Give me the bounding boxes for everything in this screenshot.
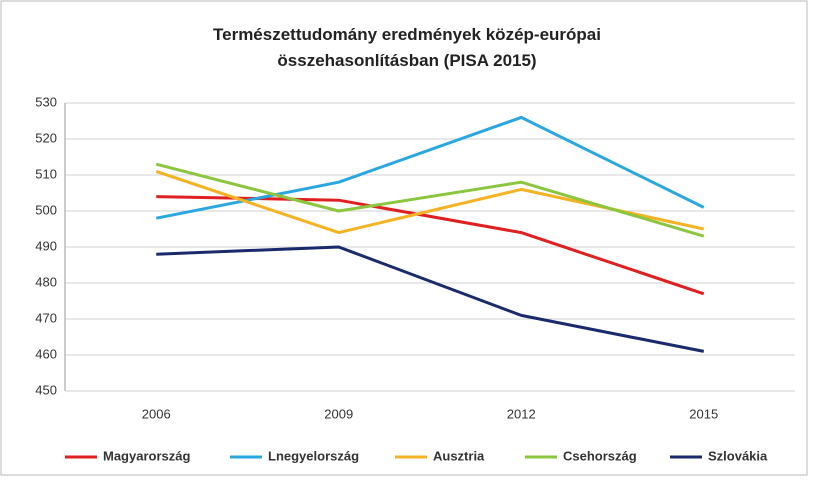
y-tick-label: 520 (35, 130, 57, 145)
y-tick-label: 450 (35, 382, 57, 397)
y-tick-label: 510 (35, 166, 57, 181)
legend-label: Lnegyelország (268, 448, 359, 463)
y-tick-label: 460 (35, 346, 57, 361)
y-tick-label: 530 (35, 94, 57, 109)
x-tick-label: 2012 (507, 406, 536, 421)
legend-label: Magyarország (103, 448, 190, 463)
series-line (156, 195, 705, 296)
y-tick-label: 470 (35, 310, 57, 325)
series-line (155, 162, 705, 238)
series-line (155, 115, 705, 220)
y-tick-label: 500 (35, 202, 57, 217)
legend-label: Ausztria (433, 448, 485, 463)
y-tick-label: 490 (35, 238, 57, 253)
legend-label: Szlovákia (708, 448, 768, 463)
chart-title: Természettudomány eredmények közép-európ… (213, 25, 601, 70)
legend-label: Csehország (563, 448, 637, 463)
x-tick-label: 2009 (324, 406, 353, 421)
x-tick-label: 2015 (689, 406, 718, 421)
series-line (156, 245, 705, 353)
y-tick-label: 480 (35, 274, 57, 289)
x-tick-label: 2006 (142, 406, 171, 421)
